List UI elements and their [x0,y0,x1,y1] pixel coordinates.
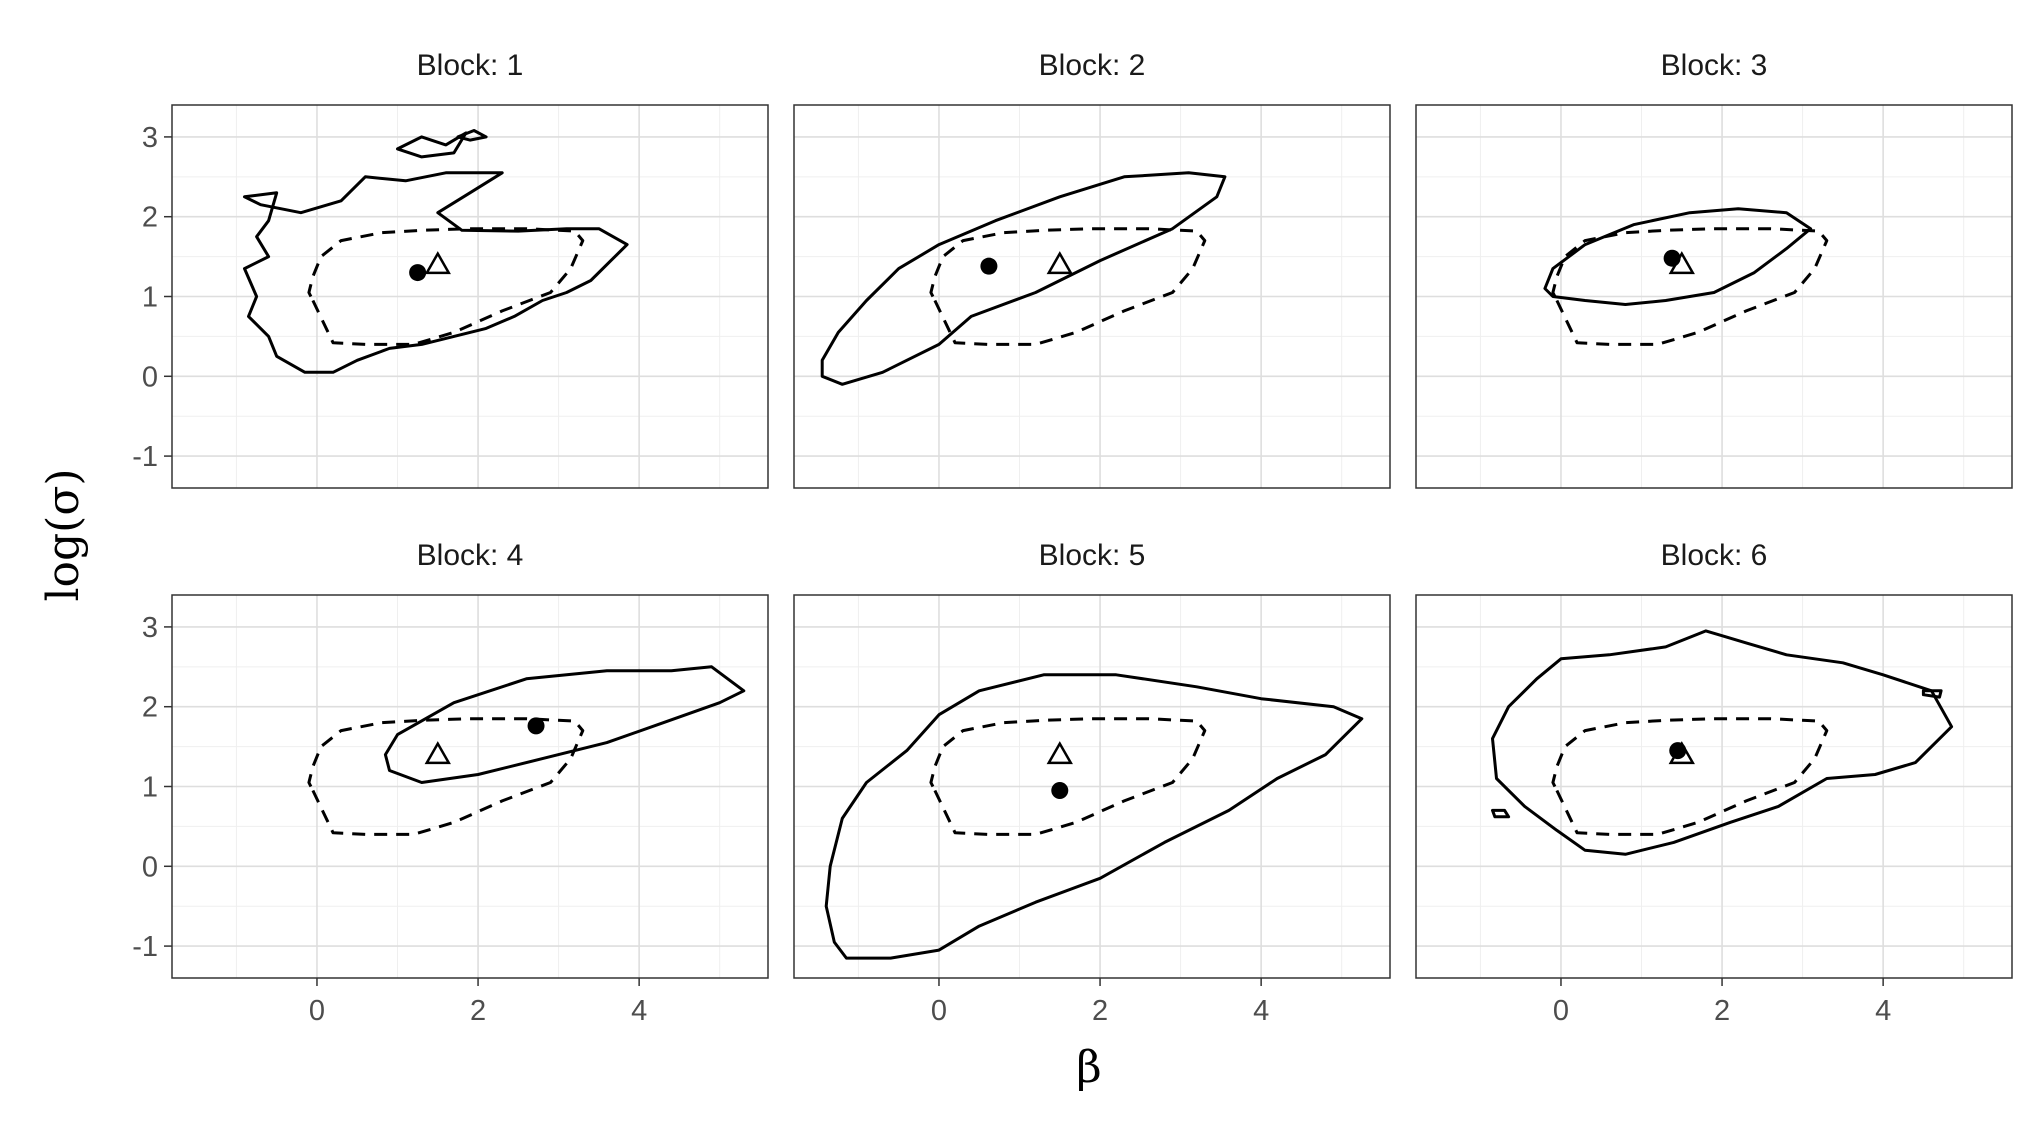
block-region-solid [820,171,1227,386]
panel-border [1415,594,2013,979]
x-tick-label: 4 [631,995,647,1027]
y-tick-label: 1 [142,282,158,314]
panel-border [793,104,1391,489]
reference-region-dashed [307,717,585,836]
reference-region-dashed [307,227,585,346]
y-tick-label: 3 [142,612,158,644]
y-tick-label: 2 [142,692,158,724]
reference-triangle-marker [1046,741,1073,765]
reference-region-dashed [1551,227,1829,346]
block-estimate-point [1669,742,1687,760]
panel-block-4: Block: 4 3 2 1 0 -1 0 2 4 [132,539,769,1027]
block-region-solid [1491,629,1954,856]
block-estimate-point [527,717,545,735]
panel-block-5: Block: 5 0 2 4 [793,539,1391,1027]
facet-label: Block: 5 [1039,539,1146,572]
facet-label: Block: 3 [1661,49,1768,82]
panel-grid: Block: 1 3 2 1 0 -1 Block: 2 Block: 3 Block: 4 3 2… [132,49,2013,1027]
x-tick-label: 4 [1875,995,1891,1027]
facet-label: Block: 6 [1661,539,1768,572]
y-tick-label: 0 [142,361,158,393]
y-tick-label: -1 [132,441,158,473]
block-region-solid [1491,808,1511,819]
block-region-solid [1921,689,1943,699]
block-region-solid [383,665,746,784]
block-region-solid [243,171,629,374]
x-tick-label: 2 [1092,995,1108,1027]
x-tick-label: 2 [470,995,486,1027]
panel-border [793,594,1391,979]
panel-block-1: Block: 1 3 2 1 0 -1 [132,49,769,489]
y-tick-label: 3 [142,122,158,154]
panel-block-2: Block: 2 [793,49,1391,489]
block-estimate-point [1051,781,1069,799]
x-tick-label: 0 [309,995,325,1027]
y-axis-title: log(σ) [38,468,89,601]
block-estimate-point [980,257,998,275]
x-tick-label: 2 [1714,995,1730,1027]
x-tick-label: 4 [1253,995,1269,1027]
block-region-solid [824,673,1364,960]
x-tick-label: 0 [1553,995,1569,1027]
block-region-solid [1543,207,1813,306]
block-estimate-point [1663,249,1681,267]
panel-border [1415,104,2013,489]
y-tick-label: 1 [142,772,158,804]
reference-triangle-marker [1046,251,1073,275]
x-axis-title: β [1076,1042,1101,1093]
facet-label: Block: 1 [417,49,524,82]
block-estimate-point [409,264,427,282]
reference-triangle-marker [424,251,451,275]
facet-label: Block: 2 [1039,49,1146,82]
panel-block-3: Block: 3 [1415,49,2013,489]
y-tick-label: 0 [142,851,158,883]
reference-region-dashed [929,717,1207,836]
reference-triangle-marker [424,741,451,765]
facet-label: Block: 4 [417,539,524,572]
x-tick-label: 0 [931,995,947,1027]
block-region-solid [456,129,488,142]
panel-block-6: Block: 6 0 2 4 [1415,539,2013,1027]
y-tick-label: -1 [132,931,158,963]
reference-region-dashed [1551,717,1829,836]
reference-region-dashed [929,227,1207,346]
y-tick-label: 2 [142,202,158,234]
